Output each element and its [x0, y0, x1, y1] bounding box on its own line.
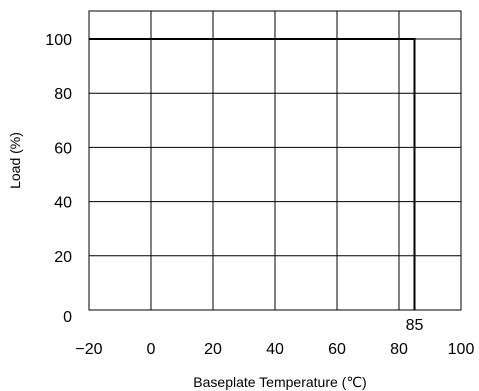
x-tick-label: 0 — [147, 341, 156, 358]
plot-frame — [88, 10, 462, 311]
y-tick-label: 0 — [63, 309, 72, 326]
y-tick-label: 60 — [54, 140, 72, 157]
x-tick-labels: −20 0 20 40 60 80 100 — [75, 341, 474, 358]
x-axis-label: Baseplate Temperature (℃) — [193, 374, 366, 390]
x-tick-label: 60 — [328, 341, 346, 358]
y-tick-label: 100 — [45, 32, 72, 49]
series-layer — [89, 38, 416, 310]
x-tick-label: 20 — [204, 341, 222, 358]
annotations: 85 — [406, 317, 424, 334]
y-tick-labels: 0 20 40 60 80 100 — [45, 32, 72, 326]
x-tick-label: 80 — [390, 341, 408, 358]
x-tick-label: −20 — [75, 341, 102, 358]
series-line — [89, 38, 416, 310]
y-tick-label: 80 — [54, 86, 72, 103]
annotation-label: 85 — [406, 317, 424, 334]
x-tick-label: 100 — [448, 341, 475, 358]
x-tick-label: 40 — [266, 341, 284, 358]
grid — [89, 11, 461, 310]
y-axis-label: Load (%) — [7, 132, 23, 189]
y-tick-label: 20 — [54, 249, 72, 266]
y-tick-label: 40 — [54, 195, 72, 212]
